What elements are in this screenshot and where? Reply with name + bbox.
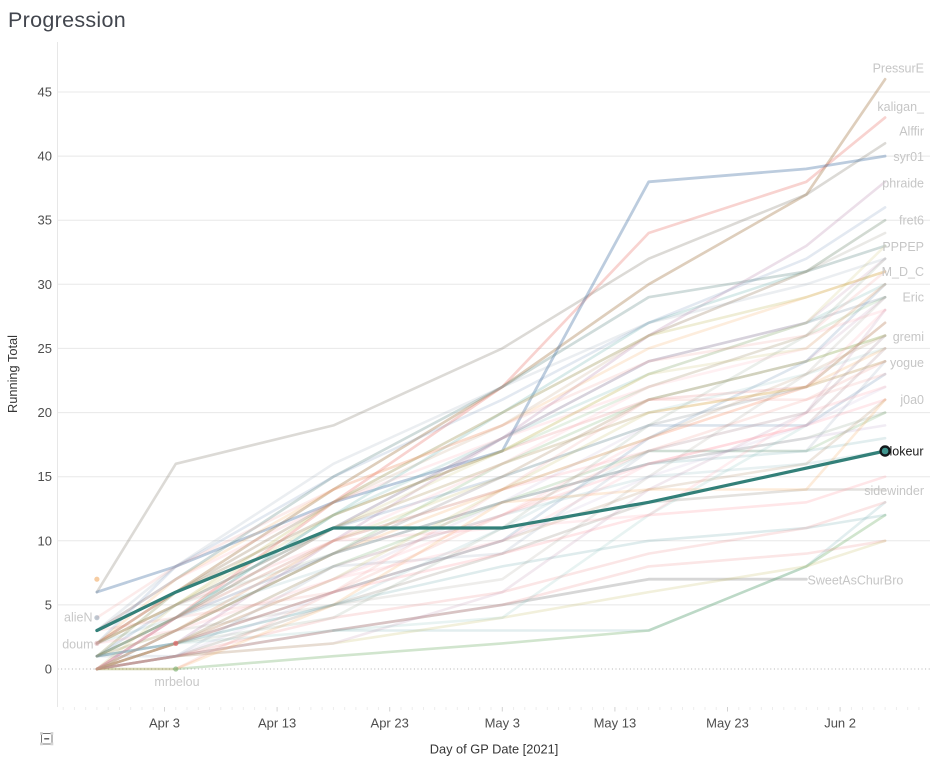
svg-text:Jun 2: Jun 2 (824, 716, 856, 731)
svg-text:Apr 3: Apr 3 (149, 716, 180, 731)
svg-text:Alffir: Alffir (899, 124, 924, 138)
svg-text:doum: doum (62, 638, 93, 652)
svg-text:sidewinder: sidewinder (864, 484, 924, 498)
svg-text:30: 30 (38, 277, 52, 292)
svg-text:Apr 23: Apr 23 (371, 716, 409, 731)
svg-text:35: 35 (38, 213, 52, 228)
svg-text:25: 25 (38, 341, 52, 356)
svg-text:M_D_C: M_D_C (882, 265, 924, 279)
svg-text:kaligan_: kaligan_ (877, 100, 925, 114)
svg-text:alieN: alieN (64, 611, 93, 625)
svg-text:Progression: Progression (8, 8, 126, 32)
svg-text:fret6: fret6 (899, 213, 924, 227)
svg-text:SweetAsChurBro: SweetAsChurBro (808, 573, 904, 587)
svg-text:PPPEP: PPPEP (882, 240, 924, 254)
svg-text:5: 5 (45, 597, 52, 612)
svg-text:10: 10 (38, 533, 52, 548)
svg-text:Eric: Eric (902, 290, 924, 304)
svg-text:j0a0: j0a0 (899, 393, 924, 407)
svg-text:May 3: May 3 (485, 716, 520, 731)
svg-text:syr01: syr01 (893, 150, 924, 164)
svg-text:40: 40 (38, 149, 52, 164)
svg-text:0: 0 (45, 662, 52, 677)
svg-text:Running Total: Running Total (5, 335, 20, 413)
svg-text:mrbelou: mrbelou (154, 675, 199, 689)
svg-text:PressurE: PressurE (873, 61, 924, 75)
svg-text:May 23: May 23 (706, 716, 749, 731)
svg-text:20: 20 (38, 405, 52, 420)
svg-text:phraide: phraide (882, 176, 924, 190)
svg-text:Apr 13: Apr 13 (258, 716, 296, 731)
svg-text:May 13: May 13 (594, 716, 637, 731)
svg-text:yogue: yogue (890, 356, 924, 370)
svg-text:Day of GP Date [2021]: Day of GP Date [2021] (430, 742, 559, 757)
svg-text:45: 45 (38, 85, 52, 100)
svg-text:15: 15 (38, 469, 52, 484)
svg-text:gremi: gremi (893, 330, 924, 344)
svg-text:lokeur: lokeur (890, 445, 924, 459)
